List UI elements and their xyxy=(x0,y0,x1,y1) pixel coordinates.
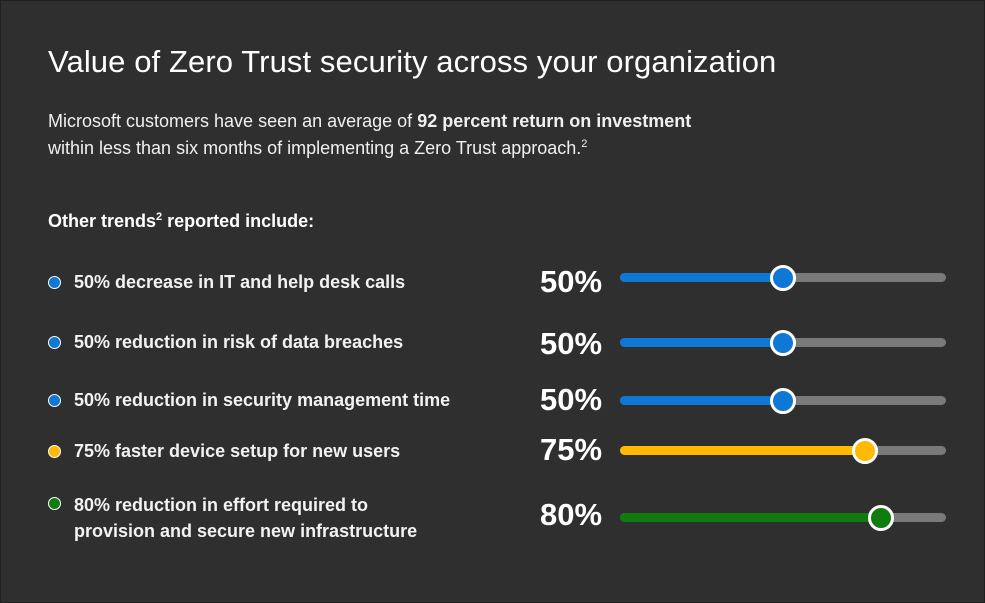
trends-heading-footnote: 2 xyxy=(156,211,163,223)
slider-fill xyxy=(620,338,783,347)
trend-percent: 50% xyxy=(540,326,603,361)
trend-label: 80% reduction in effort required to prov… xyxy=(74,495,418,541)
slider-knob[interactable] xyxy=(867,504,894,531)
trend-label: 50% decrease in IT and help desk calls xyxy=(74,272,406,292)
slider-knob[interactable] xyxy=(851,437,878,464)
slider-fill xyxy=(620,273,783,282)
slider-knob[interactable] xyxy=(770,329,796,356)
page-title: Value of Zero Trust security across your… xyxy=(48,44,777,79)
intro-suffix: within less than six months of implement… xyxy=(48,138,582,158)
intro-text: Microsoft customers have seen an average… xyxy=(48,108,808,162)
intro-highlight: 92 percent return on investment xyxy=(417,111,692,131)
slider-track[interactable] xyxy=(620,329,946,356)
slider-knob[interactable] xyxy=(770,264,796,291)
slider-track[interactable] xyxy=(620,387,946,414)
slider-fill xyxy=(620,446,865,455)
trend-percent: 50% xyxy=(540,382,603,417)
slider-fill xyxy=(620,513,881,522)
slider-track[interactable] xyxy=(620,504,946,531)
trends-heading: Other trends2 reported include: xyxy=(48,211,314,232)
trend-label: 50% reduction in risk of data breaches xyxy=(74,332,404,352)
bullet-dot xyxy=(48,276,61,289)
slider-track[interactable] xyxy=(620,264,946,291)
bullet-dot xyxy=(48,394,61,407)
trend-percent: 75% xyxy=(540,432,603,467)
bullet-dot xyxy=(48,445,61,458)
trends-heading-suffix: reported include: xyxy=(162,211,315,231)
intro-footnote: 2 xyxy=(581,138,588,150)
trend-label: 50% reduction in security management tim… xyxy=(74,390,451,410)
slider-knob[interactable] xyxy=(770,387,796,414)
trends-heading-prefix: Other trends xyxy=(48,211,157,231)
slider-track[interactable] xyxy=(620,437,946,464)
intro-prefix: Microsoft customers have seen an average… xyxy=(48,111,418,131)
bullet-dot xyxy=(48,497,61,510)
bullet-dot xyxy=(48,336,61,349)
trend-percent: 80% xyxy=(540,497,603,532)
trend-label: 75% faster device setup for new users xyxy=(74,441,401,461)
slider-fill xyxy=(620,396,783,405)
trend-percent: 50% xyxy=(540,264,603,299)
